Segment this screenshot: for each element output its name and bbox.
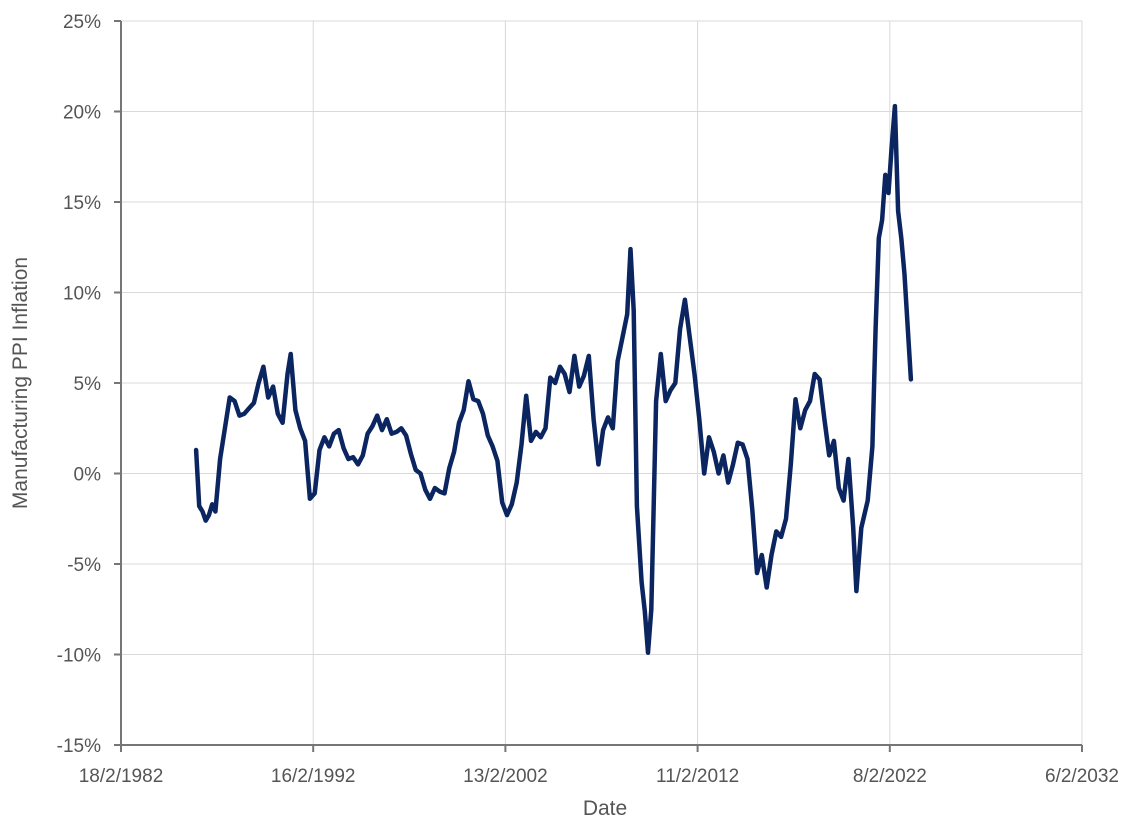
y-tick-label: 5% xyxy=(74,374,102,395)
gridlines xyxy=(121,20,1083,745)
x-tick-label: 16/2/1992 xyxy=(271,766,356,787)
y-tick-label: -10% xyxy=(57,646,101,667)
axes xyxy=(114,20,1083,752)
x-tick-label: 13/2/2002 xyxy=(463,766,548,787)
y-tick-label: -5% xyxy=(67,555,101,576)
y-tick-label: 15% xyxy=(63,193,101,214)
y-tick-label: 10% xyxy=(63,284,101,305)
tick-labels: -15% -10% -5% 0% 5% 10% 15% 20% 25% 18/2/1982 16/2… xyxy=(57,12,1119,787)
x-tick-label: 6/2/2032 xyxy=(1045,766,1119,787)
y-tick-label: 20% xyxy=(63,103,101,124)
y-axis-title: Manufacturing PPI Inflation xyxy=(9,257,32,509)
y-tick-label: -15% xyxy=(57,736,101,757)
y-tick-label: 0% xyxy=(74,465,102,486)
x-tick-label: 11/2/2012 xyxy=(656,766,739,787)
x-tick-label: 8/2/2022 xyxy=(853,766,927,787)
ppi-inflation-line xyxy=(193,103,914,655)
x-axis-title: Date xyxy=(583,797,627,820)
y-tick-label: 25% xyxy=(63,12,101,33)
x-tick-label: 18/2/1982 xyxy=(79,766,164,787)
series-layer xyxy=(193,103,914,655)
